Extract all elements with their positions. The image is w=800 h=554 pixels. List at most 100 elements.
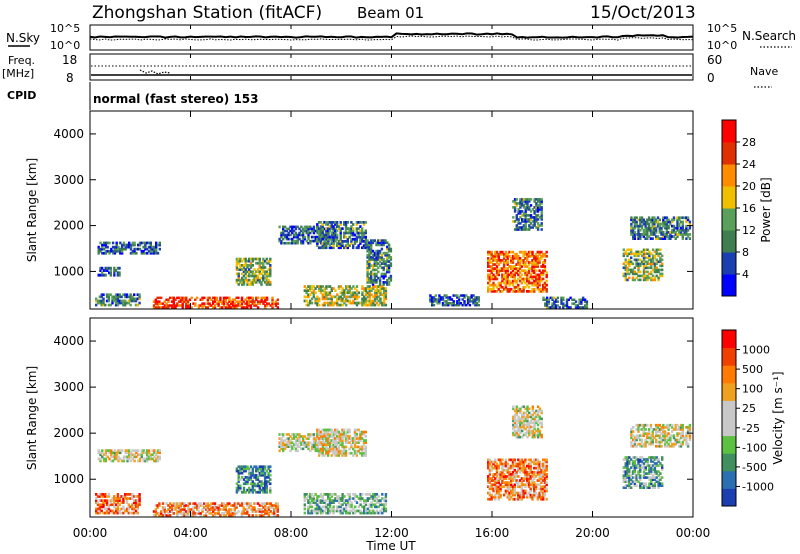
echo-cell <box>255 514 258 517</box>
echo-cell <box>372 285 375 288</box>
echo-cell <box>337 449 341 453</box>
echo-cell <box>316 449 319 453</box>
echo-cell <box>624 264 627 268</box>
echo-cell <box>651 220 654 224</box>
echo-cell <box>533 473 536 476</box>
echo-cell <box>375 278 378 282</box>
echo-cell <box>639 258 642 262</box>
echo-cell <box>517 290 520 293</box>
echo-cell <box>213 508 217 511</box>
nsearch-label: N.Search <box>742 29 796 43</box>
echo-cell <box>224 300 227 303</box>
echo-cell <box>470 296 473 299</box>
echo-cell <box>534 487 538 491</box>
echo-cell <box>155 241 158 245</box>
echo-cell <box>330 233 334 237</box>
echo-cell <box>126 455 129 459</box>
echo-cell <box>312 509 315 513</box>
echo-cell <box>506 275 509 279</box>
echo-cell <box>637 258 640 262</box>
echo-cell <box>659 272 662 276</box>
echo-cell <box>346 430 349 434</box>
echo-cell <box>118 266 121 270</box>
echo-cell <box>542 458 545 462</box>
echo-cell <box>431 298 434 301</box>
echo-cell <box>494 493 497 497</box>
echo-cell <box>436 302 439 305</box>
echo-cell <box>337 242 341 245</box>
echo-cell <box>384 497 388 500</box>
echo-cell <box>573 298 576 301</box>
echo-cell <box>387 264 391 267</box>
echo-cell <box>542 277 545 281</box>
echo-cell <box>212 508 215 511</box>
echo-cell <box>447 302 450 305</box>
echo-cell <box>183 514 186 517</box>
echo-cell <box>371 241 375 245</box>
echo-cell <box>339 233 342 237</box>
echo-cell <box>508 497 511 501</box>
echo-cell <box>310 433 314 436</box>
echo-cell <box>622 486 625 489</box>
echo-cell <box>545 250 548 254</box>
echo-cell <box>104 495 107 498</box>
echo-cell <box>332 239 335 243</box>
echo-cell <box>513 491 516 495</box>
echo-cell <box>370 276 373 280</box>
echo-cell <box>513 489 516 493</box>
echo-cell <box>111 503 114 507</box>
echo-cell <box>341 303 344 307</box>
echo-cell <box>113 451 117 455</box>
echo-cell <box>309 435 312 438</box>
echo-cell <box>226 296 229 300</box>
echo-cell <box>529 425 533 429</box>
echo-cell <box>155 251 158 255</box>
echo-cell <box>97 273 100 277</box>
echo-cell <box>531 269 534 273</box>
echo-cell <box>366 245 369 249</box>
echo-cell <box>662 235 665 238</box>
echo-cell <box>98 503 101 507</box>
echo-cell <box>501 466 504 470</box>
echo-cell <box>206 502 210 505</box>
echo-cell <box>522 493 525 497</box>
echo-cell <box>233 502 236 505</box>
echo-cell <box>319 499 323 502</box>
echo-cell <box>536 409 540 413</box>
echo-cell <box>659 258 662 262</box>
echo-cell <box>379 297 382 301</box>
echo-cell <box>637 458 640 461</box>
echo-cell <box>526 208 529 211</box>
echo-cell <box>307 227 310 231</box>
echo-cell <box>298 231 301 235</box>
echo-cell <box>115 451 118 455</box>
echo-cell <box>515 409 518 413</box>
echo-cell <box>519 216 522 219</box>
echo-cell <box>124 243 127 247</box>
echo-cell <box>490 464 493 468</box>
echo-cell <box>215 296 218 300</box>
echo-cell <box>556 300 560 303</box>
echo-cell <box>375 289 379 292</box>
echo-cell <box>240 306 244 309</box>
echo-cell <box>487 462 490 466</box>
echo-cell <box>125 507 129 511</box>
echo-cell <box>468 296 472 299</box>
echo-cell <box>364 499 368 502</box>
echo-cell <box>251 469 254 473</box>
echo-cell <box>524 252 527 256</box>
echo-cell <box>384 297 388 301</box>
echo-cell <box>517 220 520 223</box>
echo-cell <box>655 258 658 262</box>
echo-cell <box>330 242 333 245</box>
echo-cell <box>661 272 664 276</box>
echo-cell <box>239 478 242 481</box>
echo-cell <box>515 271 518 275</box>
echo-cell <box>665 216 669 220</box>
echo-cell <box>336 509 339 513</box>
echo-cell <box>475 296 479 299</box>
echo-cell <box>368 260 371 263</box>
echo-cell <box>676 216 679 220</box>
echo-cell <box>248 259 251 263</box>
echo-cell <box>125 295 129 299</box>
